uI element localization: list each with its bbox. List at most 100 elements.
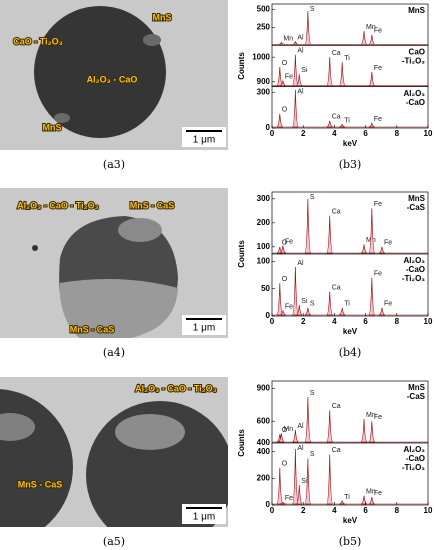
caption: (a5) [103,535,125,548]
phase-label: MnS - CaS [70,324,115,334]
y-tick-label: 50 [261,284,270,293]
caption: (b4) [339,346,362,359]
peak-label: Fe [285,303,293,310]
x-axis-label: keV [343,139,358,148]
peak [339,307,346,316]
panel-name: -CaS [407,203,426,212]
panel-name: -Ti₂O₃ [402,274,425,283]
peak [326,120,333,128]
peak [278,433,285,443]
x-tick-label: 10 [424,317,433,326]
peak-label: Fe [285,495,293,502]
x-tick-label: 2 [301,317,306,326]
x-axis-label: keV [343,327,358,336]
y-tick-label: 250 [257,23,271,32]
x-tick-label: 10 [424,506,433,515]
peak [326,57,334,87]
peak [360,418,368,443]
y-tick-label: 0 [266,500,271,509]
phase-label: MnS - CaS [18,479,63,489]
peak [360,495,368,505]
peak-label: Ti [344,117,350,124]
peak-label: Ca [332,50,341,57]
peak-label: Ca [332,447,341,454]
scale-label: 1 μm [193,323,215,334]
panel-name: -CaO [406,98,425,107]
peak [292,429,299,443]
peak-label: Ca [332,284,341,291]
peak-label: Fe [374,414,382,421]
peak [368,34,375,45]
peak [304,397,312,443]
peak-label: Si [301,67,308,74]
peak [368,71,375,87]
inclusion [54,113,70,123]
peak [278,41,285,45]
peak-label: Al [297,35,304,42]
panel-name: -Ti₂O₃ [402,463,425,472]
peak-label: S [310,194,315,201]
y-tick-label: 400 [257,438,271,447]
micrograph: Al₂O₃ - CaO - Ti₂O₃ MnS - CaS MnS - CaS 1 μ… [0,188,228,338]
panel-name: MnS [408,6,426,15]
peak-label: O [282,240,288,247]
caption: (a3) [103,158,125,171]
peak [304,307,311,316]
peak-label: Fe [384,240,392,247]
peak [276,467,284,505]
peak-label: Al [297,445,304,452]
phase-label: MnS - CaS [130,200,175,210]
phase-label: Al₂O₃ - CaO - Ti₂O₃ [17,200,99,210]
image [0,188,228,338]
peak [360,244,368,254]
peak [292,40,299,45]
x-tick-label: 2 [301,129,306,138]
peak-label: Fe [374,65,382,72]
x-tick-label: 10 [424,129,433,138]
peak [368,496,375,505]
peak-label: Mn [366,412,376,419]
peak [326,454,334,505]
inclusion [118,218,162,242]
peak [360,31,368,45]
panel-frame [271,442,429,506]
scale-label: 1 μm [193,512,215,523]
peak [368,421,376,443]
peak [326,410,334,443]
panel-frame [271,191,429,255]
peak-label: Al [297,89,304,96]
x-tick-label: 8 [395,317,400,326]
panel-frame [271,86,429,129]
peak-label: Ca [332,208,341,215]
peak-label: O [282,276,288,283]
peak-label: Fe [374,271,382,278]
y-tick-label: 900 [257,384,271,393]
phase-label: Al₂O₃ - CaO [87,74,138,84]
inclusion [59,279,179,338]
peak [296,484,303,505]
peak [326,291,334,316]
peak [339,499,346,505]
y-tick-label: 200 [257,473,271,482]
peak-label: O [282,427,288,434]
phase-label: MnS [43,122,62,132]
caption: (b5) [339,535,362,548]
peak-label: S [310,390,315,397]
peak [296,305,303,316]
caption: (b3) [339,158,362,171]
y-tick-label: 100 [257,242,271,251]
peak-label: Mn [366,489,376,496]
panel-name: -CaO [406,454,425,463]
peak-label: Fe [374,116,382,123]
peak-label: Ti [344,55,350,62]
panel-name: Al₂O₃ [404,89,426,98]
x-tick-label: 8 [395,506,400,515]
caption: (a4) [103,346,125,359]
x-axis-label: keV [343,516,358,525]
peak-label: Mn [283,426,293,433]
panel-name: CaO [409,47,425,56]
peak [276,113,283,128]
y-axis-label: Counts [237,52,246,80]
y-tick-label: 500 [257,5,271,14]
